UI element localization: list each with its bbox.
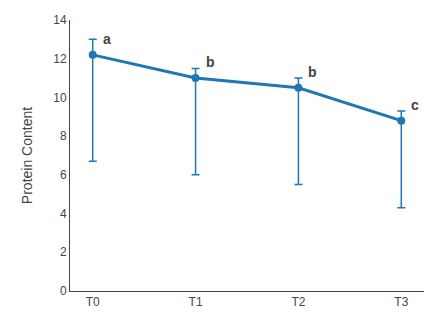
svg-text:12: 12 (53, 52, 67, 66)
svg-text:14: 14 (53, 13, 67, 27)
svg-text:T1: T1 (189, 295, 203, 309)
svg-text:0: 0 (60, 284, 67, 298)
svg-text:8: 8 (60, 129, 67, 143)
svg-text:T3: T3 (394, 295, 408, 309)
svg-text:6: 6 (60, 168, 67, 182)
svg-text:a: a (103, 31, 111, 47)
svg-text:c: c (411, 97, 419, 113)
svg-text:T2: T2 (291, 295, 305, 309)
svg-text:2: 2 (60, 245, 67, 259)
svg-text:4: 4 (60, 207, 67, 221)
svg-text:T0: T0 (86, 295, 100, 309)
svg-text:b: b (308, 64, 317, 80)
svg-text:b: b (206, 54, 215, 70)
svg-text:Protein Content: Protein Content (19, 107, 35, 204)
svg-text:10: 10 (53, 91, 67, 105)
